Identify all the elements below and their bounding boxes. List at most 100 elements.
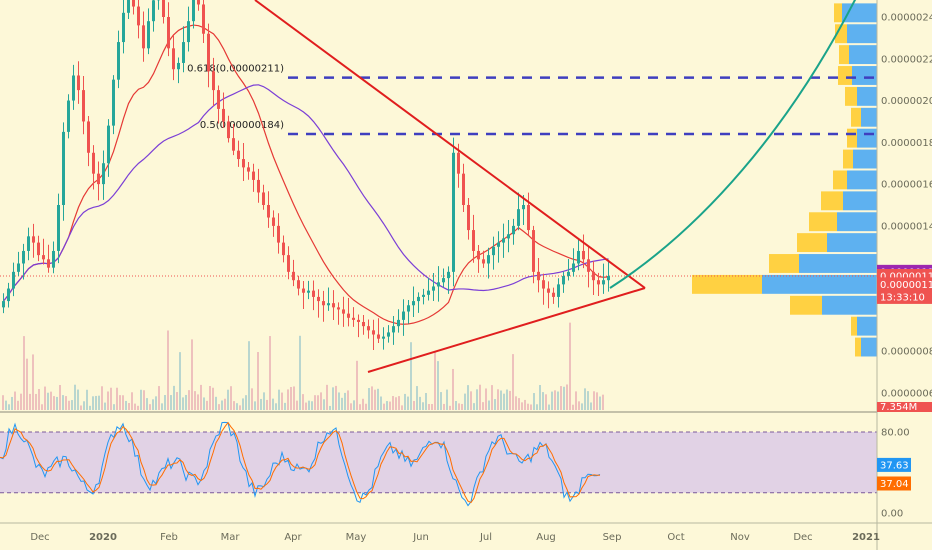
volume-bar bbox=[485, 388, 487, 410]
candle-body bbox=[47, 259, 50, 268]
volume-bar bbox=[341, 397, 343, 410]
volume-bar bbox=[599, 396, 601, 410]
volume-bar bbox=[527, 403, 529, 410]
volume-bar bbox=[383, 403, 385, 410]
volume-bar bbox=[518, 398, 520, 410]
volume-bar bbox=[284, 402, 286, 410]
candle-body bbox=[242, 159, 245, 168]
volume-bar bbox=[125, 400, 127, 410]
profile-sell-bar bbox=[797, 233, 827, 253]
volume-bar bbox=[575, 391, 577, 410]
candle-body bbox=[187, 21, 190, 43]
volume-bar bbox=[89, 405, 91, 410]
candle-body bbox=[427, 290, 430, 295]
volume-bars bbox=[2, 322, 604, 410]
volume-bar bbox=[116, 387, 118, 410]
volume-bar bbox=[200, 384, 202, 410]
volume-bar bbox=[164, 395, 166, 410]
volume-bar bbox=[374, 389, 376, 410]
candle-body bbox=[412, 301, 415, 306]
volume-bar bbox=[557, 391, 559, 410]
volume-bar bbox=[281, 392, 283, 410]
volume-bar bbox=[86, 389, 88, 410]
candle-body bbox=[587, 259, 590, 272]
time-tick-label: Nov bbox=[730, 532, 750, 543]
time-tick-label: Dec bbox=[793, 532, 812, 543]
candle-body bbox=[342, 309, 345, 314]
volume-bar bbox=[461, 403, 463, 410]
volume-bar bbox=[452, 368, 454, 410]
volume-bar bbox=[365, 403, 367, 410]
candle-body bbox=[42, 255, 45, 260]
volume-bar bbox=[500, 390, 502, 410]
candle-body bbox=[462, 173, 465, 205]
candle-body bbox=[232, 138, 235, 151]
candle-body bbox=[557, 284, 560, 297]
volume-bar bbox=[35, 393, 37, 410]
volume-bar bbox=[29, 393, 31, 410]
profile-buy-bar bbox=[857, 316, 877, 336]
volume-bar bbox=[419, 396, 421, 410]
candle-body bbox=[432, 286, 435, 291]
candle-body bbox=[282, 242, 285, 256]
candle-body bbox=[357, 319, 360, 322]
candle-body bbox=[327, 303, 330, 306]
volume-bar bbox=[446, 389, 448, 410]
volume-bar bbox=[188, 390, 190, 410]
volume-bar bbox=[167, 330, 169, 410]
volume-bar bbox=[206, 400, 208, 410]
candle-body bbox=[572, 263, 575, 272]
candle-body bbox=[22, 250, 25, 264]
volume-bar bbox=[77, 389, 79, 410]
candle-body bbox=[422, 294, 425, 297]
candle-body bbox=[437, 282, 440, 287]
profile-buy-bar bbox=[799, 254, 877, 273]
volume-bar bbox=[173, 385, 175, 410]
profile-buy-bar bbox=[857, 128, 877, 148]
volume-bar bbox=[227, 389, 229, 410]
candle-body bbox=[497, 242, 500, 247]
candle-body bbox=[377, 334, 380, 339]
volume-bar bbox=[542, 392, 544, 410]
oscillator-tag-label: 37.04 bbox=[880, 479, 909, 490]
volume-bar bbox=[386, 401, 388, 410]
candle-body bbox=[207, 33, 210, 72]
candle-body bbox=[227, 121, 230, 139]
volume-bar bbox=[230, 386, 232, 410]
profile-buy-bar bbox=[827, 233, 877, 253]
volume-bar bbox=[149, 404, 151, 410]
volume-bar bbox=[554, 390, 556, 410]
volume-bar bbox=[362, 398, 364, 410]
candle-body bbox=[537, 271, 540, 281]
volume-bar bbox=[350, 403, 352, 410]
candle-body bbox=[87, 121, 90, 153]
candle-body bbox=[352, 317, 355, 320]
volume-bar bbox=[254, 401, 256, 410]
profile-sell-bar bbox=[843, 149, 853, 169]
volume-bar bbox=[335, 385, 337, 410]
profile-buy-bar bbox=[861, 107, 877, 127]
candle-body bbox=[302, 288, 305, 293]
candle-body bbox=[212, 71, 215, 91]
candle-body bbox=[442, 278, 445, 283]
volume-bar bbox=[293, 386, 295, 410]
oscillator-tag-bg bbox=[877, 476, 911, 491]
volume-bar bbox=[239, 405, 241, 410]
candle-body bbox=[547, 288, 550, 293]
volume-bar bbox=[128, 402, 130, 410]
volume-bar bbox=[329, 405, 331, 410]
volume-bar bbox=[242, 398, 244, 410]
volume-bar bbox=[410, 342, 412, 410]
volume-bar bbox=[515, 396, 517, 410]
volume-bar bbox=[467, 385, 469, 410]
profile-sell-bar bbox=[834, 3, 842, 23]
volume-bar bbox=[428, 403, 430, 410]
candle-body bbox=[492, 246, 495, 256]
candle-body bbox=[102, 163, 105, 185]
volume-bar bbox=[215, 396, 217, 410]
profile-buy-bar bbox=[857, 86, 877, 106]
